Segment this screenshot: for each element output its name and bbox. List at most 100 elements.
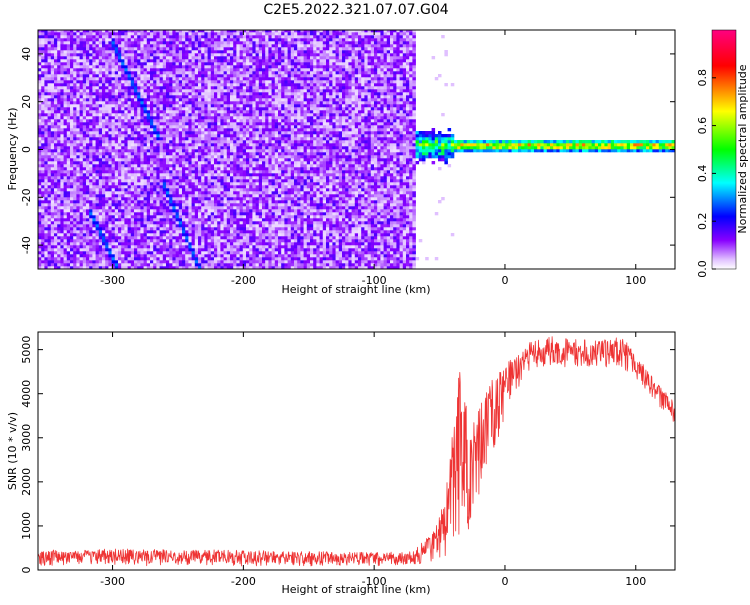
heatmap-cell bbox=[194, 212, 199, 216]
heatmap-cell bbox=[60, 197, 64, 201]
heatmap-cell bbox=[146, 35, 151, 39]
heatmap-cell bbox=[146, 131, 151, 135]
heatmap-cell bbox=[140, 260, 144, 264]
heatmap-cell bbox=[140, 251, 144, 255]
heatmap-cell bbox=[185, 134, 189, 138]
heatmap-cell bbox=[60, 53, 64, 57]
heatmap-cell bbox=[121, 143, 125, 147]
heatmap-cell bbox=[54, 152, 58, 156]
heatmap-cell bbox=[70, 47, 74, 51]
heatmap-cell bbox=[159, 95, 164, 99]
heatmap-cell bbox=[223, 221, 228, 225]
heatmap-cell bbox=[73, 65, 77, 69]
heatmap-cell bbox=[73, 86, 77, 90]
heatmap-cell bbox=[182, 77, 186, 81]
heatmap-cell bbox=[220, 74, 224, 78]
heatmap-cell bbox=[41, 122, 45, 126]
heatmap-cell bbox=[204, 230, 208, 234]
heatmap-cell bbox=[191, 209, 196, 213]
heatmap-cell bbox=[50, 74, 55, 78]
heatmap-cell bbox=[86, 242, 90, 246]
heatmap-cell bbox=[63, 53, 68, 57]
heatmap-cell bbox=[204, 146, 208, 150]
heatmap-cell bbox=[194, 194, 199, 198]
heatmap-cell bbox=[185, 185, 189, 189]
heatmap-cell bbox=[150, 188, 154, 192]
heatmap-cell bbox=[105, 122, 109, 126]
heatmap-cell bbox=[140, 266, 144, 269]
heatmap-cell bbox=[162, 221, 167, 225]
heatmap-cell bbox=[63, 77, 68, 81]
heatmap-cell bbox=[214, 170, 218, 174]
heatmap-cell bbox=[60, 194, 64, 198]
heatmap-cell bbox=[121, 128, 125, 132]
heatmap-cell bbox=[73, 179, 77, 183]
heatmap-cell bbox=[79, 215, 84, 219]
heatmap-cell bbox=[188, 167, 192, 171]
heatmap-cell bbox=[92, 71, 96, 75]
heatmap-cell bbox=[47, 116, 52, 120]
heatmap-cell bbox=[137, 236, 141, 240]
heatmap-cell bbox=[140, 182, 144, 186]
heatmap-cell bbox=[70, 50, 74, 54]
heatmap-cell bbox=[214, 212, 218, 216]
heatmap-cell bbox=[118, 101, 122, 105]
heatmap-cell bbox=[210, 104, 215, 108]
heatmap-cell bbox=[217, 104, 221, 108]
heatmap-cell bbox=[63, 242, 68, 246]
heatmap-cell bbox=[66, 140, 71, 144]
heatmap-cell bbox=[198, 221, 202, 225]
heatmap-cell bbox=[198, 128, 202, 132]
heatmap-cell bbox=[194, 38, 199, 42]
heatmap-cell bbox=[185, 116, 189, 120]
heatmap-cell bbox=[108, 263, 112, 267]
heatmap-cell bbox=[207, 209, 212, 213]
heatmap-cell bbox=[191, 164, 196, 168]
heatmap-cell bbox=[166, 89, 170, 93]
heatmap-cell bbox=[156, 140, 160, 144]
heatmap-cell bbox=[89, 68, 93, 72]
heatmap-cell bbox=[191, 38, 196, 42]
heatmap-cell bbox=[86, 167, 90, 171]
heatmap-cell bbox=[233, 209, 237, 213]
heatmap-cell bbox=[178, 239, 183, 243]
heatmap-cell bbox=[89, 221, 93, 225]
heatmap-cell bbox=[73, 245, 77, 249]
heatmap-cell bbox=[105, 164, 109, 168]
heatmap-cell bbox=[236, 221, 240, 225]
heatmap-cell bbox=[41, 131, 45, 135]
heatmap-cell bbox=[143, 230, 148, 234]
heatmap-cell bbox=[47, 30, 52, 33]
heatmap-cell bbox=[102, 212, 106, 216]
heatmap-cell bbox=[130, 233, 135, 237]
heatmap-cell bbox=[127, 35, 132, 39]
heatmap-cell bbox=[98, 119, 103, 123]
heatmap-cell bbox=[153, 152, 157, 156]
heatmap-cell bbox=[66, 212, 71, 216]
heatmap-cell bbox=[233, 212, 237, 216]
heatmap-cell bbox=[198, 53, 202, 57]
heatmap-cell bbox=[98, 185, 103, 189]
heatmap-cell bbox=[63, 30, 68, 33]
heatmap-cell bbox=[217, 266, 221, 269]
heatmap-cell bbox=[188, 158, 192, 162]
heatmap-cell bbox=[191, 68, 196, 72]
heatmap-cell bbox=[89, 167, 93, 171]
heatmap-cell bbox=[66, 110, 71, 114]
heatmap-cell bbox=[198, 236, 202, 240]
heatmap-cell bbox=[89, 179, 93, 183]
heatmap-cell bbox=[76, 32, 80, 36]
heatmap-cell bbox=[162, 32, 167, 36]
heatmap-cell bbox=[146, 257, 151, 261]
heatmap-cell bbox=[150, 218, 154, 222]
heatmap-cell bbox=[102, 95, 106, 99]
heatmap-cell bbox=[121, 140, 125, 144]
heatmap-cell bbox=[207, 260, 212, 264]
heatmap-cell bbox=[175, 209, 180, 213]
heatmap-cell bbox=[156, 164, 160, 168]
heatmap-cell bbox=[92, 257, 96, 261]
heatmap-cell bbox=[207, 95, 212, 99]
heatmap-cell bbox=[201, 53, 205, 57]
heatmap-cell bbox=[121, 104, 125, 108]
heatmap-cell bbox=[178, 137, 183, 141]
